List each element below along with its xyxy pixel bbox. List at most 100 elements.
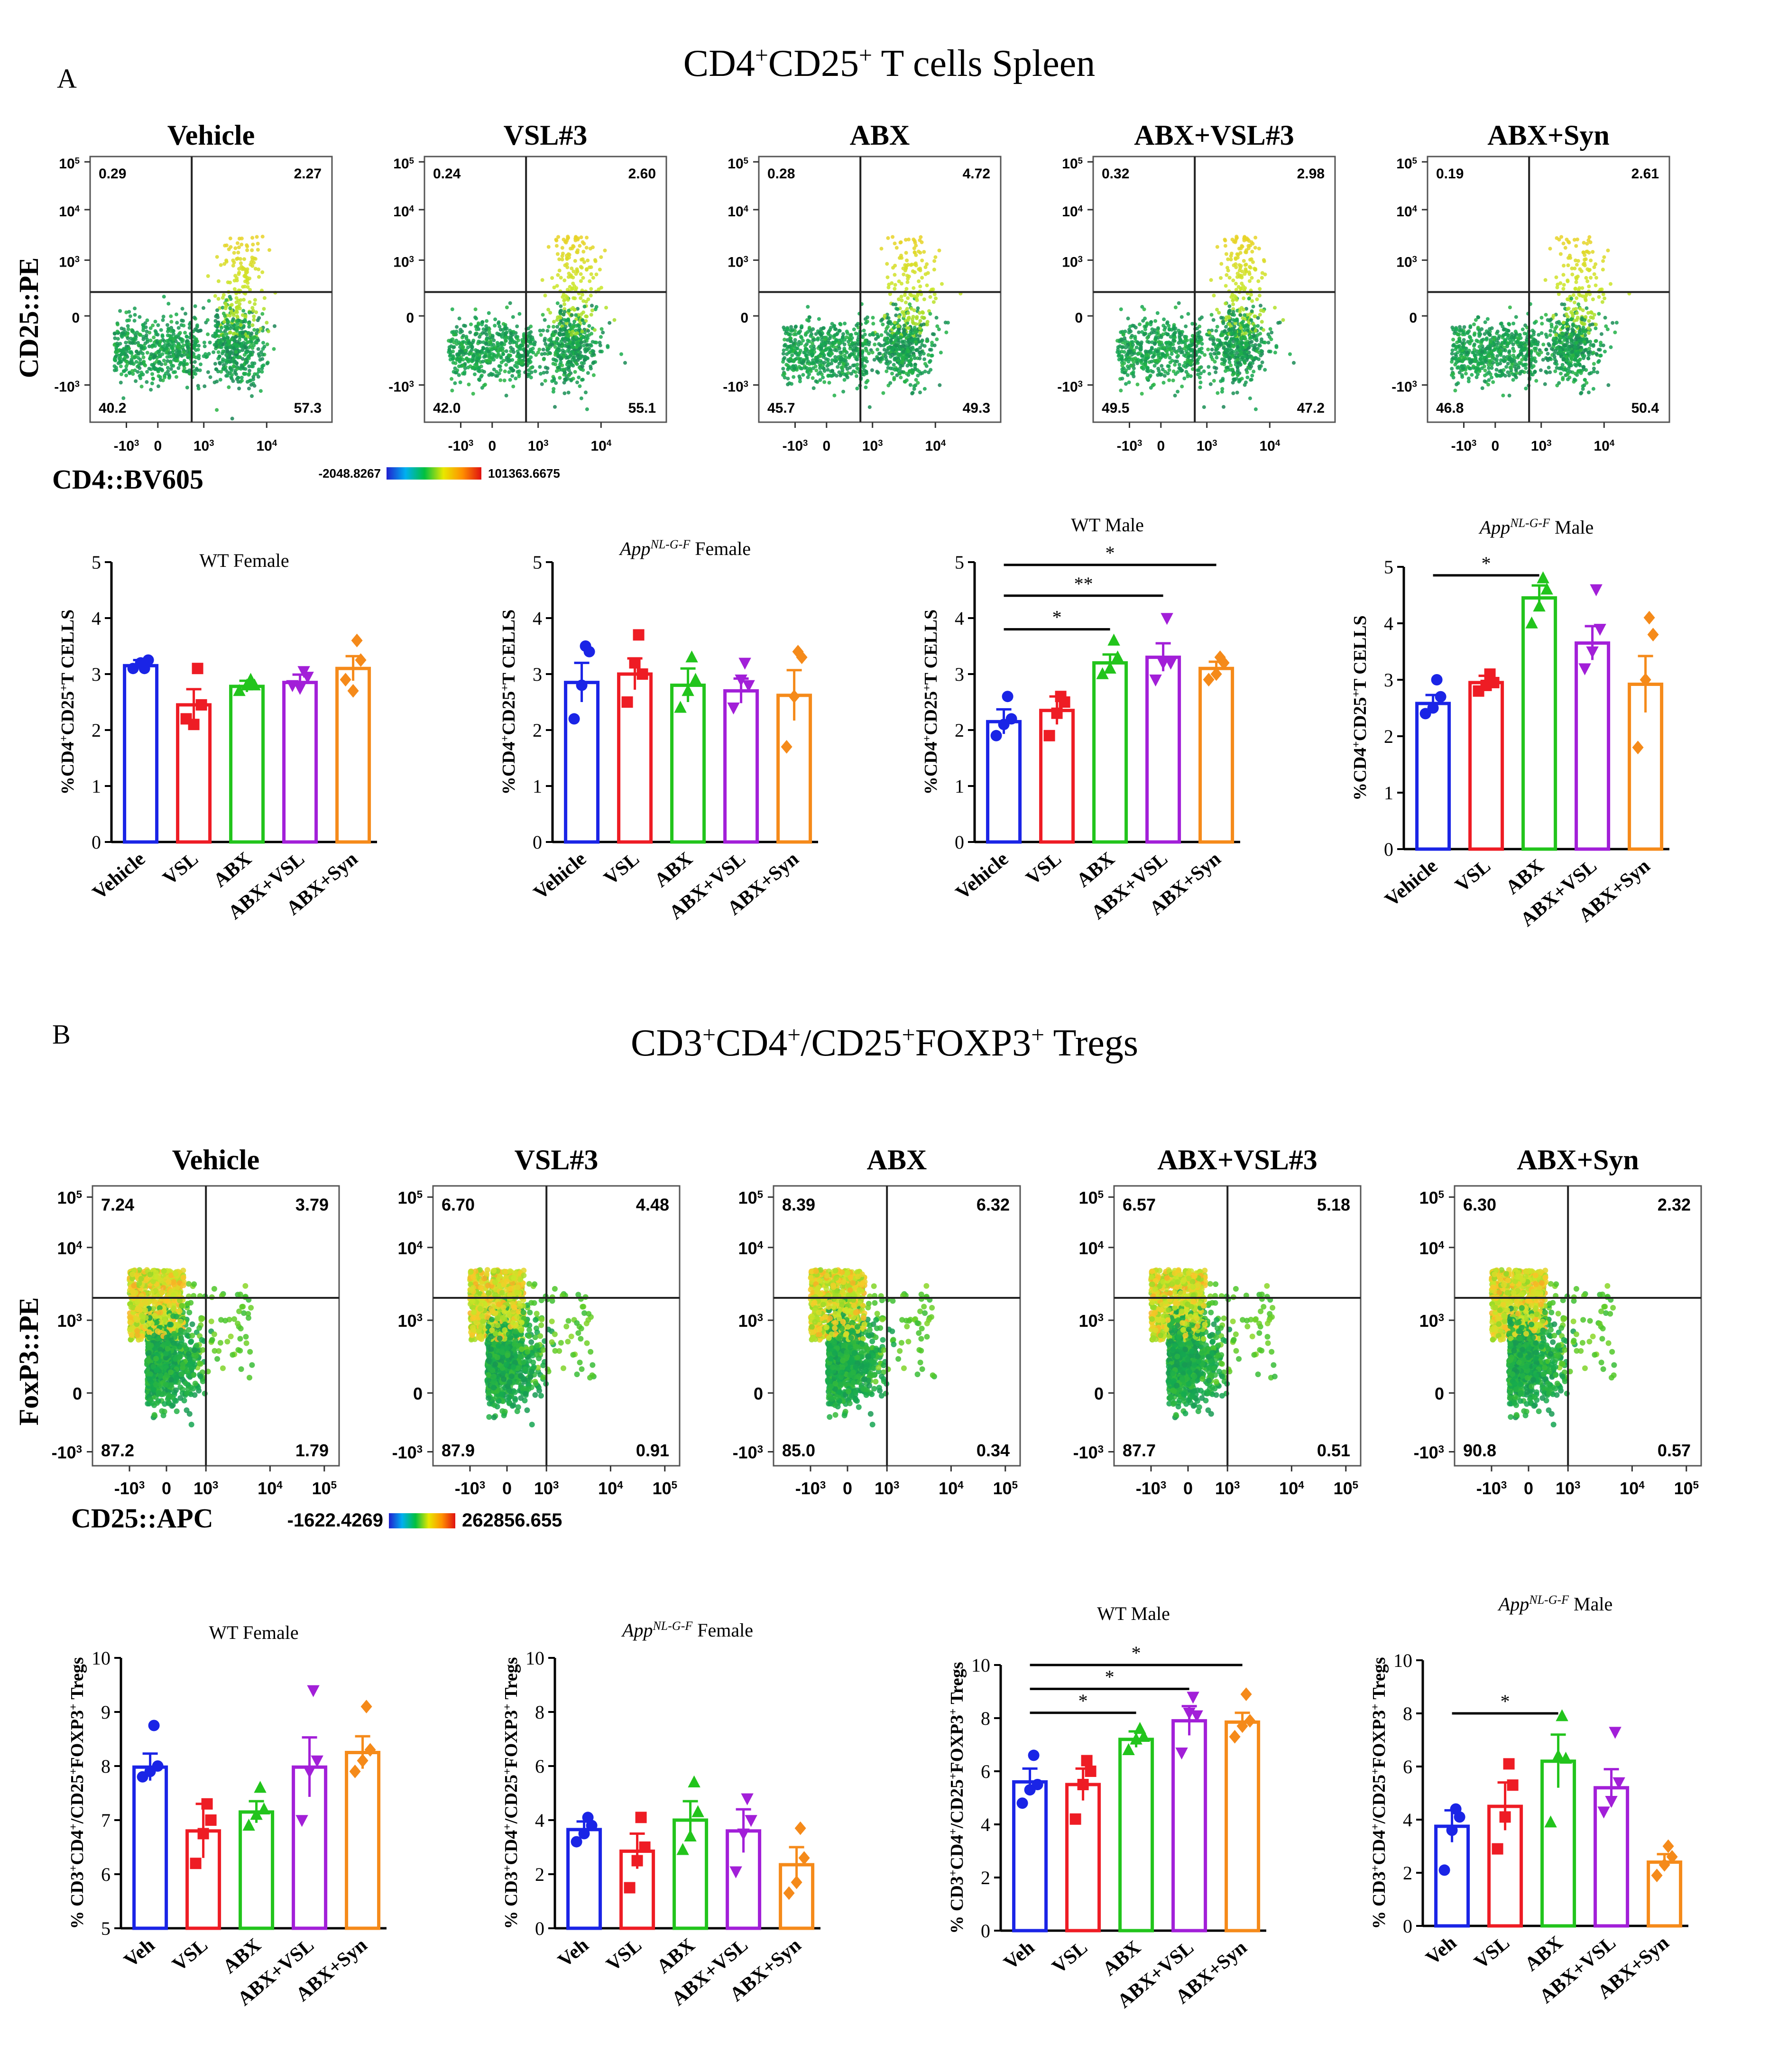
flow-event-dot [1524,366,1528,370]
flow-event-dot [272,347,276,351]
flow-event-dot [249,383,253,387]
flow-event-dot [1162,317,1166,322]
flow-event-dot [537,347,542,352]
flow-event-dot [903,293,907,297]
flow-event-dot [262,307,266,311]
flow-event-dot [236,379,240,384]
flow-event-dot [839,365,844,370]
flow-event-dot [1133,325,1138,330]
flow-event-dot [907,274,911,278]
flow-event-dot [918,319,922,323]
quadrant-upper-right-value: 2.98 [1297,166,1325,182]
flow-event-dot [1259,349,1263,353]
flow-event-dot [1162,353,1167,358]
flow-event-dot [504,393,508,398]
flow-event-dot [916,250,921,254]
flow-event-dot [923,362,927,366]
flow-event-dot [141,352,145,356]
flow-event-dot [946,321,950,325]
flow-event-dot [908,342,912,346]
flow-event-dot [1253,267,1257,271]
flow-event-dot [1131,357,1135,361]
flow-event-dot [1156,367,1161,371]
flow-event-dot [900,310,904,314]
flow-event-dot [260,370,264,374]
flow-event-dot [246,285,250,289]
flow-event-dot [555,324,560,329]
flow-event-dot [1601,292,1605,296]
flow-event-dot [182,359,186,363]
flow-event-dot [867,342,871,347]
flow-event-dot [232,260,236,265]
flow-event-dot [1152,364,1157,368]
flow-event-dot [1267,349,1271,353]
flow-event-dot [473,307,478,312]
flow-event-dot [914,378,918,382]
flow-event-dot [911,391,915,395]
flow-event-dot [1243,263,1247,267]
flow-event-dot [244,337,248,342]
flow-plot-title: ABX+Syn [1487,120,1610,151]
flow-event-dot [1232,313,1236,317]
flow-event-dot [1184,324,1188,328]
flow-event-dot [921,352,926,356]
flow-event-dot [475,349,479,353]
flow-event-dot [818,354,822,358]
flow-event-dot [1150,346,1154,350]
flow-event-dot [580,293,584,297]
flow-event-dot [129,336,133,341]
flow-event-dot [124,368,128,372]
flow-event-dot [517,312,522,316]
flow-event-dot [234,324,239,329]
flow-event-dot [574,351,578,355]
flow-event-dot [573,296,577,300]
flow-event-dot [485,319,489,323]
flow-event-dot [129,341,133,345]
flow-event-dot [1117,357,1121,361]
flow-event-dot [1240,306,1244,310]
flow-event-dot [557,365,562,370]
flow-event-dot [240,364,244,369]
flow-event-dot [224,259,229,264]
flow-event-dot [552,286,556,289]
flow-event-dot [180,306,184,311]
flow-event-dot [1511,322,1516,325]
flow-event-dot [1234,339,1239,343]
flow-event-dot [153,367,157,371]
flow-event-dot [1143,327,1147,332]
flow-event-dot [504,349,508,353]
flow-event-dot [1575,263,1579,267]
flow-event-dot [466,345,470,350]
flow-x-tick-label: 103 [193,438,214,454]
flow-event-dot [571,306,575,310]
flow-event-dot [529,349,534,353]
flow-event-dot [148,326,153,330]
flow-event-dot [1143,363,1148,367]
quadrant-lower-right-value: 57.3 [294,400,322,416]
flow-event-dot [194,337,198,341]
flow-event-dot [197,356,201,361]
flow-event-dot [1198,338,1203,342]
flow-event-dot [247,322,251,326]
flow-event-dot [932,343,937,348]
flow-event-dot [589,313,593,317]
flow-event-dot [581,276,585,280]
flow-event-dot [459,328,463,332]
flow-event-dot [471,340,475,344]
flow-event-dot [939,351,943,355]
flow-event-dot [502,379,507,382]
flow-event-dot [1222,360,1226,364]
flow-event-dot [115,342,120,346]
flow-event-dot [623,361,627,365]
flow-event-dot [1281,318,1285,322]
flow-event-dot [118,356,122,360]
flow-event-dot [221,305,225,310]
flow-event-dot [255,331,258,335]
flow-event-dot [228,352,232,356]
flow-event-dot [903,379,907,384]
flow-event-dot [1138,322,1142,326]
flow-event-dot [822,361,827,365]
flow-y-tick-label: 104 [1062,204,1083,220]
flow-event-dot [494,374,498,378]
flow-event-dot [250,306,255,310]
